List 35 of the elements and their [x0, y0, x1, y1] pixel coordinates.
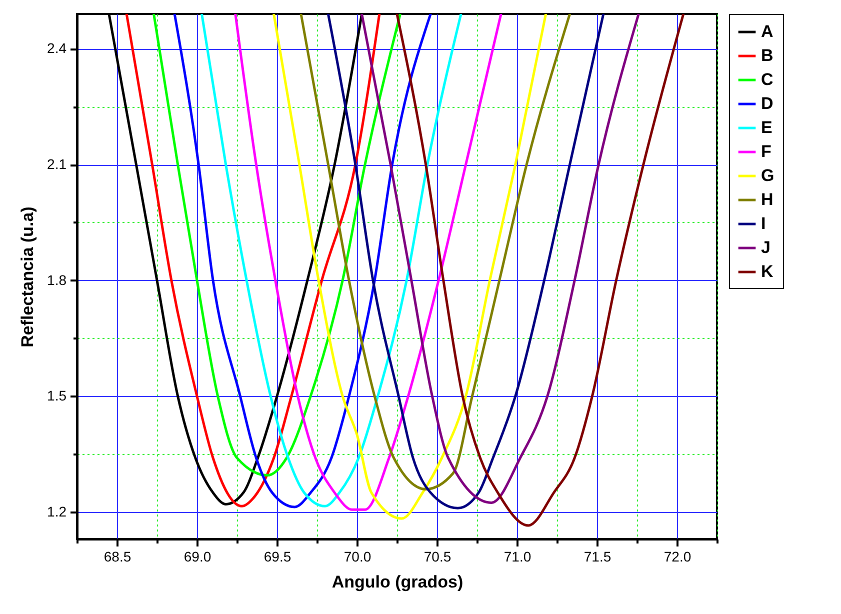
line-series [396, 14, 685, 527]
legend-label: B [761, 46, 774, 65]
legend-label: K [761, 262, 774, 281]
x-tick-label: 70.0 [344, 548, 372, 564]
line-series [272, 14, 548, 520]
line-series [360, 14, 640, 504]
y-tick-label: 1.2 [47, 503, 67, 520]
legend-label: E [761, 118, 772, 137]
y-tick-label: 2.1 [47, 156, 67, 172]
y-axis-title: Reflectancia (u.a) [18, 206, 38, 348]
legend-label: F [761, 142, 772, 161]
line-series [300, 14, 572, 490]
legend-label: H [761, 190, 774, 209]
x-tick-label: 68.5 [104, 548, 132, 564]
line-series [152, 14, 402, 477]
legend-label: A [761, 22, 774, 41]
x-tick-label: 71.0 [504, 548, 532, 564]
x-axis-title: Angulo (grados) [332, 572, 464, 592]
y-tick-label: 1.5 [47, 388, 67, 404]
y-tick-label: 1.8 [47, 272, 67, 288]
x-tick-label: 69.5 [264, 548, 292, 564]
line-series [326, 14, 605, 510]
x-tick-label: 69.0 [184, 548, 212, 564]
legend-label: I [761, 214, 766, 233]
legend-label: J [761, 238, 770, 257]
x-tick-label: 72.0 [664, 548, 692, 564]
legend-label: C [761, 70, 774, 89]
line-series [234, 14, 502, 511]
x-tick-label: 70.5 [424, 548, 452, 564]
x-tick-label: 71.5 [584, 548, 612, 564]
legend-label: D [761, 94, 774, 113]
y-tick-label: 2.4 [47, 40, 67, 56]
line-series [173, 14, 432, 508]
legend-label: G [761, 166, 774, 185]
line-series [200, 14, 462, 508]
